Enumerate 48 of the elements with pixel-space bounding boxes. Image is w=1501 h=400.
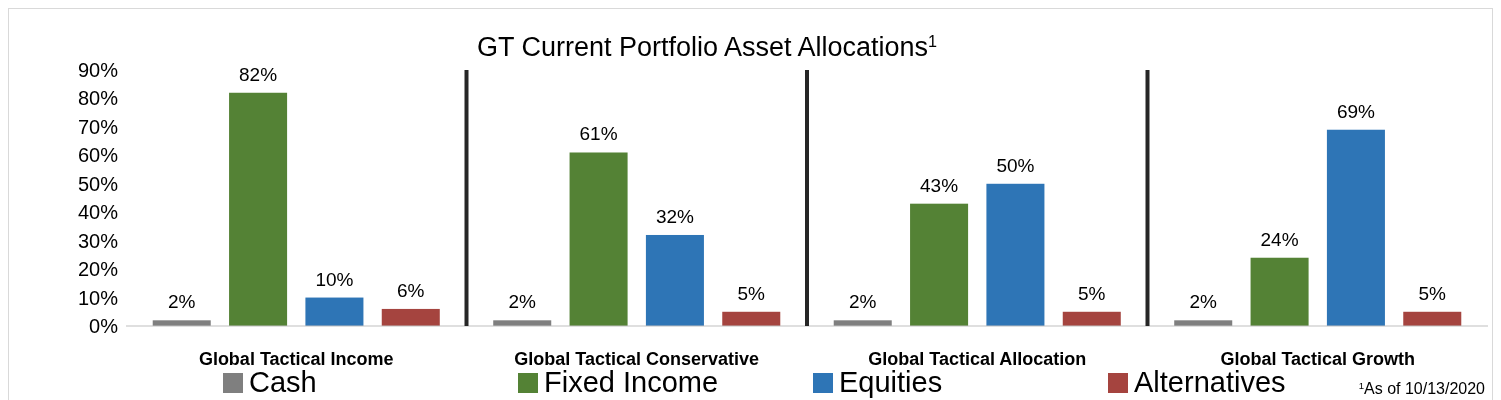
text: 32% <box>655 205 694 227</box>
text: 43% <box>920 174 959 196</box>
bar <box>1062 311 1121 326</box>
legend-label: Fixed Income <box>544 366 719 398</box>
bar <box>722 311 781 326</box>
y-tick-label: 10% <box>77 286 119 309</box>
text: 82% <box>239 63 278 85</box>
y-tick-label: 90% <box>77 59 119 81</box>
bar <box>645 234 704 326</box>
x-tick-label: Global Tactical Income <box>198 349 394 369</box>
y-tick-label: 40% <box>77 201 119 224</box>
bar <box>910 203 969 326</box>
bar <box>986 183 1045 326</box>
text: 5% <box>737 282 765 304</box>
text: 69% <box>1336 100 1375 122</box>
text: 2% <box>1189 291 1217 313</box>
x-tick-label: Global Tactical Conservative <box>514 349 760 369</box>
x-tick-label: Global Tactical Allocation <box>868 349 1087 369</box>
text: 6% <box>397 279 425 301</box>
y-tick-label: 30% <box>77 229 119 252</box>
text: 24% <box>1260 228 1299 250</box>
text: 2% <box>508 291 536 313</box>
bar <box>1250 257 1309 326</box>
y-tick-label: 20% <box>77 258 119 281</box>
bar <box>1326 129 1385 326</box>
x-tick-label: Global Tactical Growth <box>1220 349 1416 369</box>
text: 2% <box>168 291 196 313</box>
text: 50% <box>996 154 1035 176</box>
y-tick-label: 70% <box>77 115 119 138</box>
text: 10% <box>315 268 354 290</box>
chart-title: GT Current Portfolio Asset Allocations$^{1}$ <box>476 32 938 62</box>
text: $^{1}$As of 10/13/2020 <box>1358 379 1486 397</box>
bar <box>381 308 440 326</box>
y-tick-label: 60% <box>77 144 119 167</box>
y-tick-label: 80% <box>77 87 119 110</box>
bar <box>569 152 628 326</box>
text: 5% <box>1418 282 1446 304</box>
text: 5% <box>1078 282 1106 304</box>
text: 2% <box>849 291 877 313</box>
legend-label: Cash <box>249 366 317 398</box>
text: 61% <box>579 123 618 145</box>
legend-label: Alternatives <box>1134 366 1286 398</box>
y-tick-label: 0% <box>89 315 119 337</box>
bar <box>305 297 364 326</box>
bar <box>229 92 288 326</box>
bar <box>1403 311 1462 326</box>
y-tick-label: 50% <box>77 172 119 195</box>
legend-label: Equities <box>839 366 943 398</box>
